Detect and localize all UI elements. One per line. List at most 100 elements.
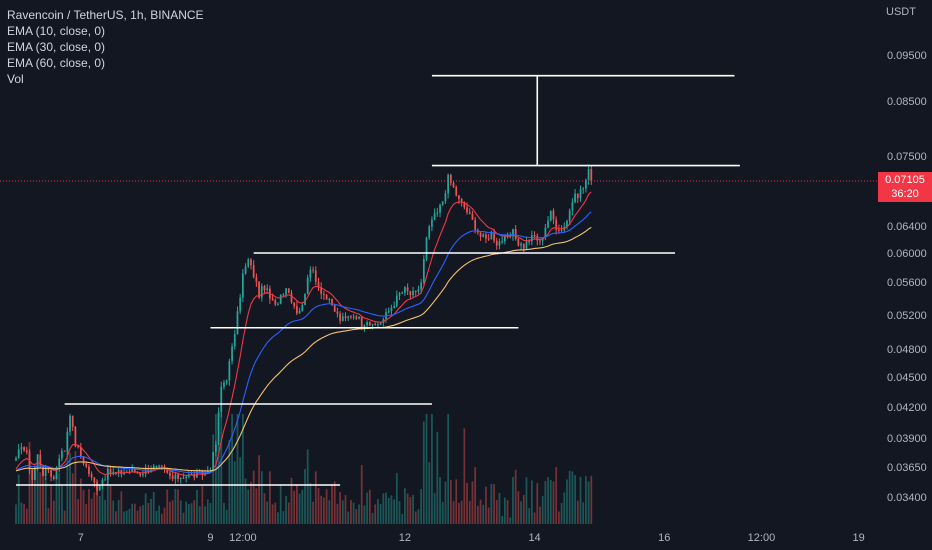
legend-vol[interactable]: Vol [7,72,24,86]
volume-bar [563,492,566,524]
volume-bar [63,510,66,524]
volume-bar [336,503,339,524]
legend-ema60[interactable]: EMA (60, close, 0) [7,56,106,70]
volume-bar [552,481,555,524]
volume-bar [325,489,328,524]
volume-bar [566,479,568,524]
candle-body [93,477,96,483]
volume-bar [171,500,174,524]
candle-body [223,382,225,387]
volume-bar [309,483,312,524]
volume-bar [493,484,495,524]
candle-body [236,311,239,335]
candle-body [306,277,309,294]
volume-bar [160,513,163,524]
annotation-layer[interactable] [16,74,740,486]
volume-bar [314,471,317,524]
volume-bar [582,502,585,524]
candle-body [274,300,277,305]
volume-bar [241,414,244,524]
candle-body [363,325,366,328]
volume-bar [115,511,117,524]
volume-bar [498,493,501,524]
volume-bar [247,489,250,524]
volume-bar [47,508,50,524]
volume-bar [228,439,231,524]
volume-bar [428,462,431,524]
candle-body [528,241,531,243]
candle-body [144,468,147,474]
candle-body [131,468,134,472]
candle-body [239,297,242,312]
price-axis[interactable]: 0.09500 0.08500 0.07500 0.06400 0.06000 0.056… [887,50,927,504]
volume-bar [236,414,239,524]
price-tick-label: 0.07500 [887,151,927,163]
time-axis[interactable]: 7 9 12:00 12 14 16 12:00 19 [78,532,865,544]
volume-bar [412,494,414,524]
candle-body [298,310,301,314]
volume-bar [142,505,144,524]
volume-bar [460,500,463,524]
last-price-badge: 0.07105 36:20 [878,172,932,202]
time-tick-label: 12:00 [748,532,776,544]
volume-bar [271,504,274,524]
candle-body [582,188,585,190]
volume-bar [385,492,387,524]
candle-body [509,236,512,238]
volume-bar [422,421,425,524]
volume-bar [39,472,42,524]
candle-body [390,307,393,312]
volume-bar [522,495,525,524]
candle-body [366,322,368,326]
candle-body [88,466,90,475]
candle-body [377,324,379,326]
candle-body [533,235,536,237]
volume-bar [285,495,287,524]
volume-bar [15,504,17,524]
volume-bar [404,488,406,524]
legend-ema30[interactable]: EMA (30, close, 0) [7,40,106,54]
volume-bar [420,489,423,524]
candle-body [439,204,441,213]
currency-label: USDT [886,6,916,18]
candle-body [228,361,231,381]
volume-bar [158,505,161,524]
time-tick-label: 19 [853,532,865,544]
candle-body [117,469,120,473]
candle-body [304,293,306,305]
ema10-line [15,191,592,476]
volume-bar [106,466,109,524]
candle-body [263,286,266,290]
legend-title[interactable]: Ravencoin / TetherUS, 1h, BINANCE [7,8,204,22]
volume-bar [463,428,466,524]
candle-body [34,466,36,481]
candle-body [314,270,317,282]
candle-body [525,241,528,249]
candle-body [468,212,471,214]
volume-bar [201,486,204,524]
candle-body [155,465,158,467]
volume-bar [317,488,320,524]
volume-bar [104,500,107,524]
price-tick-label: 0.04800 [887,344,927,356]
volume-bar [244,478,247,524]
volume-bar [344,495,347,524]
volume-bar [290,477,293,524]
candle-body [417,289,420,292]
volume-bar [328,500,331,524]
volume-bar [466,482,468,524]
volume-bar [528,508,531,524]
volume-bar [209,502,212,524]
candle-body [42,466,44,476]
volume-bar [269,471,271,524]
volume-bar [476,505,479,524]
volume-bar [239,457,242,524]
legend-ema10[interactable]: EMA (10, close, 0) [7,24,106,38]
volume-bar [147,503,150,524]
candle-body [549,210,552,221]
candle-body [371,324,374,326]
volume-bar [263,493,266,524]
volume-bar [23,503,25,524]
volume-bar [506,500,509,524]
